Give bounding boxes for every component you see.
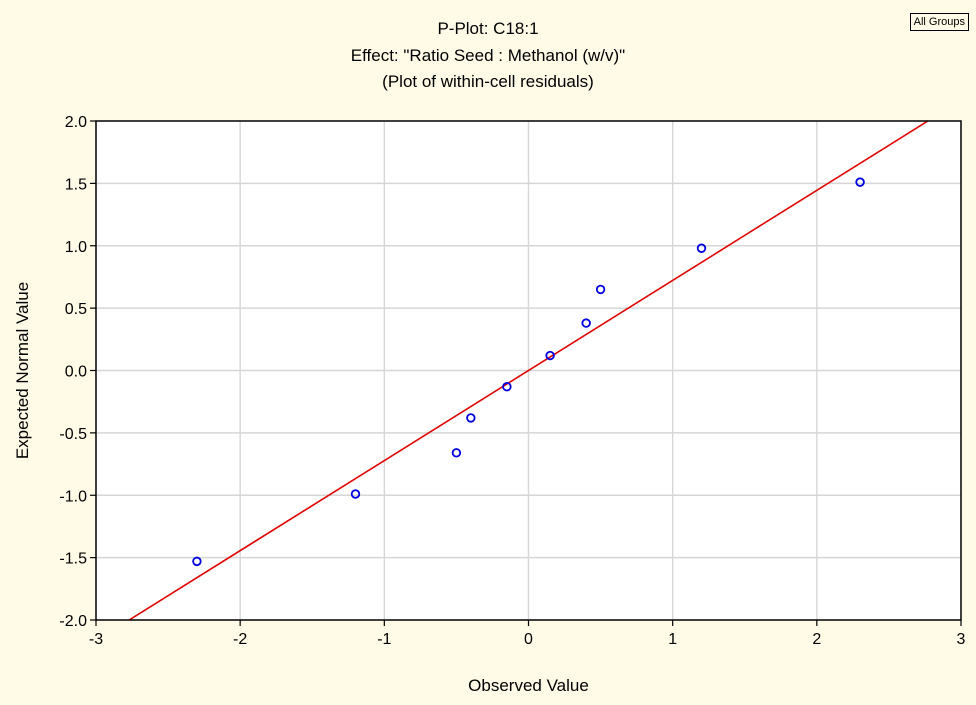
x-tick-label: 3 bbox=[957, 631, 966, 648]
y-tick-label: -1.0 bbox=[59, 488, 87, 505]
chart-subtitle: Effect: "Ratio Seed : Methanol (w/v)" bbox=[350, 46, 626, 65]
x-tick-label: 2 bbox=[812, 631, 821, 648]
data-point[interactable] bbox=[696, 243, 707, 253]
fit-line bbox=[128, 121, 929, 620]
chart-subtitle-2: (Plot of within-cell residuals) bbox=[382, 72, 594, 91]
data-point[interactable] bbox=[192, 556, 202, 567]
all-groups-badge[interactable]: All Groups bbox=[909, 13, 969, 31]
y-tick-label: -0.5 bbox=[59, 426, 87, 443]
y-tick-label: 0.0 bbox=[65, 364, 87, 381]
chart-title: P-Plot: C18:1 bbox=[437, 19, 539, 38]
y-tick-label: 1.5 bbox=[65, 176, 87, 193]
data-point[interactable] bbox=[595, 284, 606, 295]
x-axis-label: Observed Value bbox=[468, 676, 589, 695]
x-tick-label: -2 bbox=[233, 631, 247, 648]
x-tick-label: -1 bbox=[377, 631, 391, 648]
x-tick-label: 1 bbox=[668, 631, 677, 648]
y-tick-label: -2.0 bbox=[59, 613, 87, 630]
data-point[interactable] bbox=[581, 318, 591, 328]
x-tick-label: 0 bbox=[524, 631, 533, 648]
y-tick-label: 2.0 bbox=[65, 114, 87, 131]
y-axis-label: Expected Normal Value bbox=[13, 282, 32, 459]
y-tick-label: -1.5 bbox=[59, 551, 87, 568]
data-point[interactable] bbox=[545, 350, 555, 361]
data-point[interactable] bbox=[502, 382, 512, 392]
data-point[interactable] bbox=[451, 448, 462, 458]
x-tick-label: -3 bbox=[89, 631, 103, 648]
y-tick-label: 1.0 bbox=[65, 239, 87, 256]
data-point[interactable] bbox=[350, 489, 361, 499]
y-tick-label: 0.5 bbox=[65, 301, 87, 318]
data-point[interactable] bbox=[466, 413, 476, 423]
data-point[interactable] bbox=[855, 177, 865, 187]
